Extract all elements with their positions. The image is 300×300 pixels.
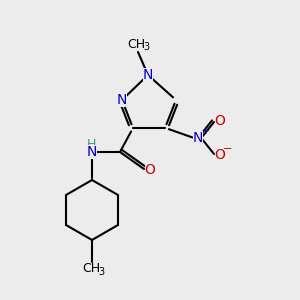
Text: 3: 3	[98, 267, 104, 277]
Text: CH: CH	[127, 38, 145, 50]
Text: −: −	[223, 144, 233, 154]
Text: N: N	[143, 68, 153, 82]
Text: CH: CH	[82, 262, 100, 275]
Text: 3: 3	[143, 42, 149, 52]
Text: N: N	[87, 145, 97, 159]
Text: N: N	[117, 93, 127, 107]
Text: O: O	[214, 114, 225, 128]
Text: H: H	[86, 137, 96, 151]
Text: O: O	[145, 163, 155, 177]
Text: N: N	[193, 131, 203, 145]
Text: +: +	[201, 126, 209, 136]
Text: O: O	[214, 148, 225, 162]
